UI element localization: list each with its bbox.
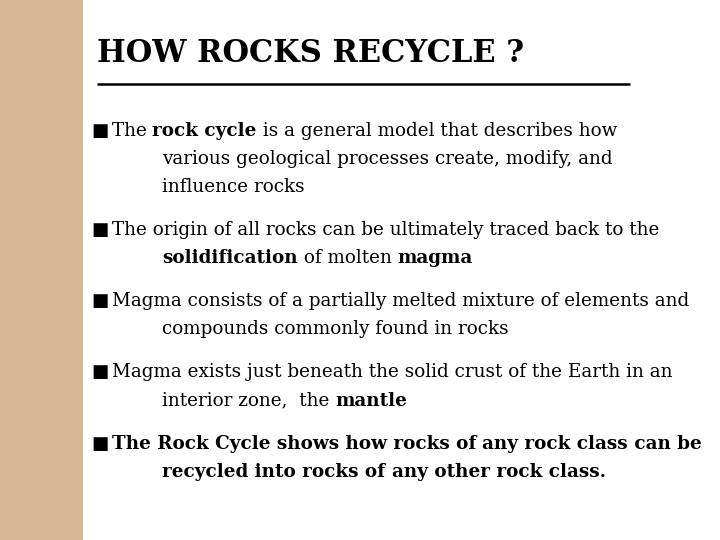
Text: influence rocks: influence rocks [162, 178, 305, 195]
Text: can be: can be [628, 435, 702, 453]
Text: solidification: solidification [162, 249, 297, 267]
Text: The Rock Cycle shows how rocks of: The Rock Cycle shows how rocks of [112, 435, 482, 453]
Text: ■: ■ [91, 122, 109, 139]
FancyBboxPatch shape [83, 0, 720, 540]
FancyBboxPatch shape [0, 0, 83, 540]
Text: recycled into rocks of: recycled into rocks of [162, 463, 392, 481]
Text: interior zone,  the: interior zone, the [162, 392, 336, 409]
Text: magma: magma [397, 249, 472, 267]
Text: ■: ■ [91, 435, 109, 453]
Text: HOW ROCKS RECYCLE ?: HOW ROCKS RECYCLE ? [97, 38, 524, 69]
Text: ■: ■ [91, 363, 109, 381]
Text: mantle: mantle [336, 392, 407, 409]
Text: ■: ■ [91, 221, 109, 239]
Text: any other rock class.: any other rock class. [392, 463, 606, 481]
Text: The origin of all rocks can be ultimately traced back to the: The origin of all rocks can be ultimatel… [112, 221, 659, 239]
Text: any rock class: any rock class [482, 435, 628, 453]
Text: is a general model that describes how: is a general model that describes how [257, 122, 617, 139]
Text: of molten: of molten [297, 249, 397, 267]
Text: ■: ■ [91, 292, 109, 310]
Text: compounds commonly found in rocks: compounds commonly found in rocks [162, 320, 508, 338]
Text: The: The [112, 122, 153, 139]
Text: rock cycle: rock cycle [153, 122, 257, 139]
Text: various geological processes create, modify, and: various geological processes create, mod… [162, 150, 613, 167]
Text: Magma consists of a partially melted mixture of elements and: Magma consists of a partially melted mix… [112, 292, 689, 310]
Text: Magma exists just beneath the solid crust of the Earth in an: Magma exists just beneath the solid crus… [112, 363, 672, 381]
